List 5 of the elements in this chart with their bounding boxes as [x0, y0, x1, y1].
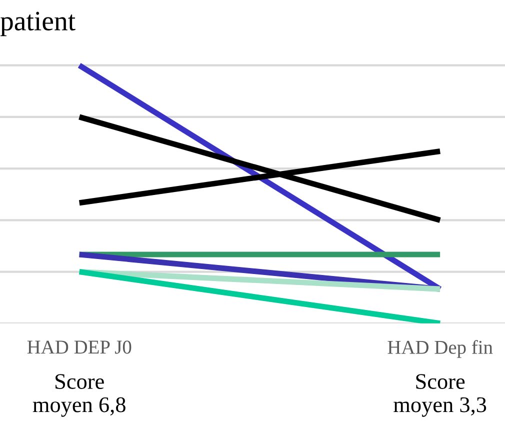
- x-tick-label: HAD Dep fin: [388, 340, 493, 358]
- text: Score moyen 6,8: [32, 374, 126, 417]
- text: Score moyen 3,3: [394, 374, 486, 417]
- chart-title: patient: [0, 12, 76, 36]
- x-tick-label: HAD DEP J0: [27, 340, 132, 354]
